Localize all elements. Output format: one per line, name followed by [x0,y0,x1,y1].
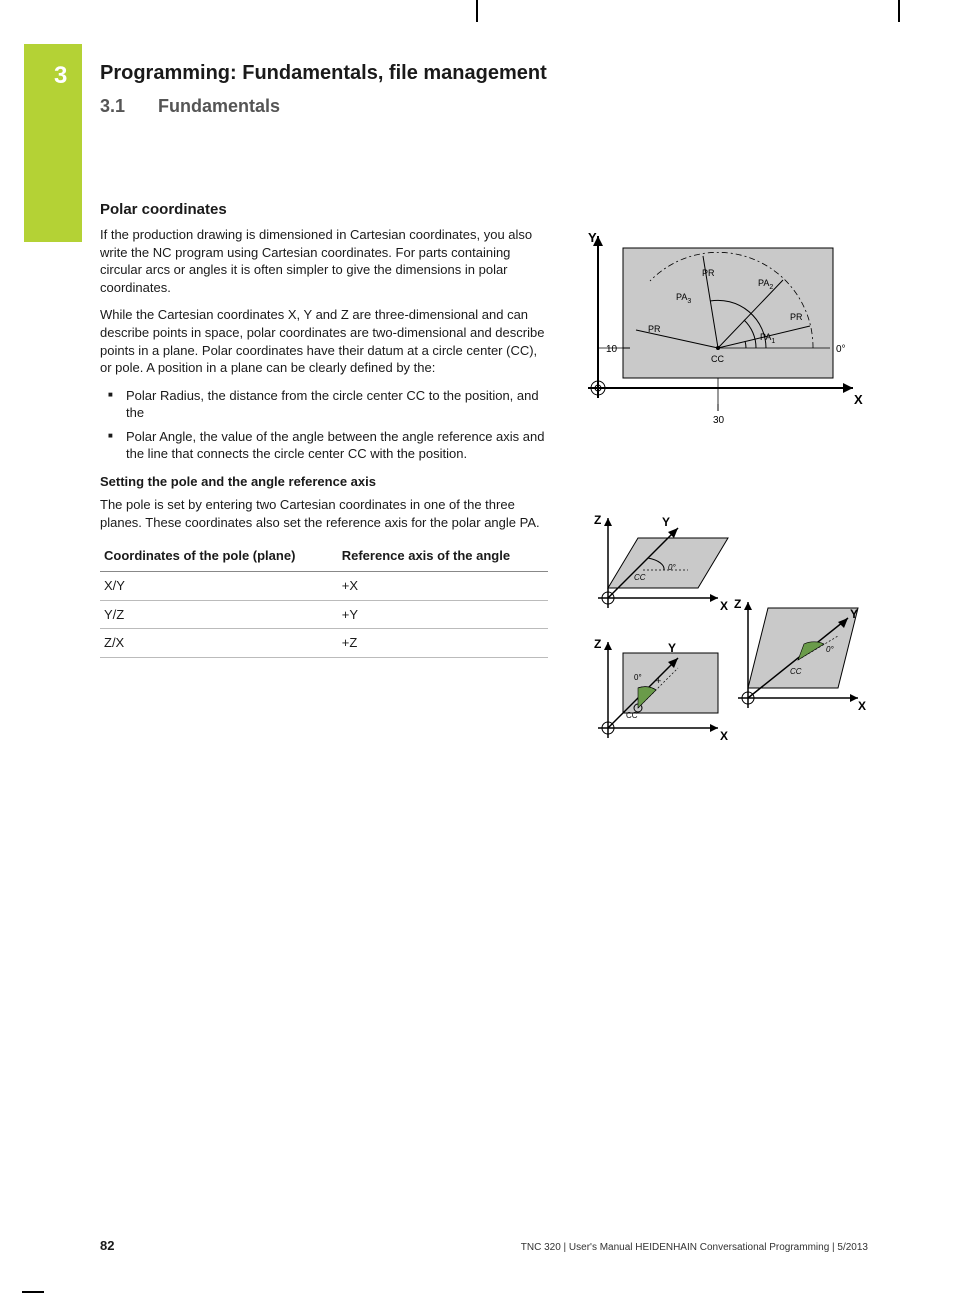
bullet-list: Polar Radius, the distance from the circ… [100,387,548,463]
crop-mark [476,0,478,22]
svg-text:X: X [720,599,728,613]
svg-text:30: 30 [713,415,725,426]
svg-text:+: + [656,676,661,686]
table-header: Reference axis of the angle [338,541,548,571]
section-number: 3.1 [100,96,125,117]
svg-text:Z: Z [594,513,601,527]
chapter-tab [24,44,82,242]
svg-text:PR: PR [790,312,803,322]
svg-text:Z: Z [594,637,601,651]
svg-text:0°: 0° [634,673,642,682]
reference-table: Coordinates of the pole (plane) Referenc… [100,541,548,657]
svg-text:Z: Z [734,597,741,611]
table-header: Coordinates of the pole (plane) [100,541,338,571]
svg-text:CC: CC [711,354,724,364]
svg-text:CC: CC [790,667,802,676]
table-cell: +Z [338,629,548,658]
table-cell: Z/X [100,629,338,658]
table-row: X/Y +X [100,572,548,601]
subheading: Setting the pole and the angle reference… [100,473,548,491]
svg-text:Y: Y [850,607,858,621]
svg-text:10: 10 [606,344,618,355]
svg-text:CC: CC [626,711,638,720]
svg-text:X: X [720,729,728,743]
chapter-title: Programming: Fundamentals, file manageme… [100,62,547,85]
svg-text:X: X [854,392,863,407]
heading-polar: Polar coordinates [100,200,548,220]
svg-text:X: X [858,699,866,713]
crop-mark [898,0,900,22]
svg-text:Y: Y [662,515,670,529]
svg-text:Y: Y [588,230,597,245]
table-cell: Y/Z [100,600,338,629]
list-item: Polar Angle, the value of the angle betw… [114,428,548,463]
plane-diagrams: Z Y X CC 0° Z Y X CC 0° + [568,508,868,748]
svg-text:0°: 0° [826,645,834,654]
section-title: Fundamentals [158,96,280,117]
table-cell: +X [338,572,548,601]
paragraph: The pole is set by entering two Cartesia… [100,496,548,531]
list-item: Polar Radius, the distance from the circ… [114,387,548,422]
crop-mark [22,1291,44,1293]
svg-text:PR: PR [702,268,715,278]
content-column: Polar coordinates If the production draw… [100,200,548,658]
table-cell: X/Y [100,572,338,601]
table-row: Z/X +Z [100,629,548,658]
chapter-number: 3 [54,62,67,90]
svg-text:PR: PR [648,324,661,334]
polar-diagram: Y X 10 30 CC 0° PR PR PR PA1 PA2 PA3 [568,228,868,428]
page-number: 82 [100,1238,114,1253]
svg-text:Y: Y [668,641,676,655]
table-row: Y/Z +Y [100,600,548,629]
paragraph: If the production drawing is dimensioned… [100,226,548,296]
svg-text:CC: CC [634,573,646,582]
paragraph: While the Cartesian coordinates X, Y and… [100,306,548,376]
svg-text:0°: 0° [668,563,676,572]
footer-text: TNC 320 | User's Manual HEIDENHAIN Conve… [521,1242,868,1253]
svg-text:0°: 0° [836,344,846,355]
table-cell: +Y [338,600,548,629]
